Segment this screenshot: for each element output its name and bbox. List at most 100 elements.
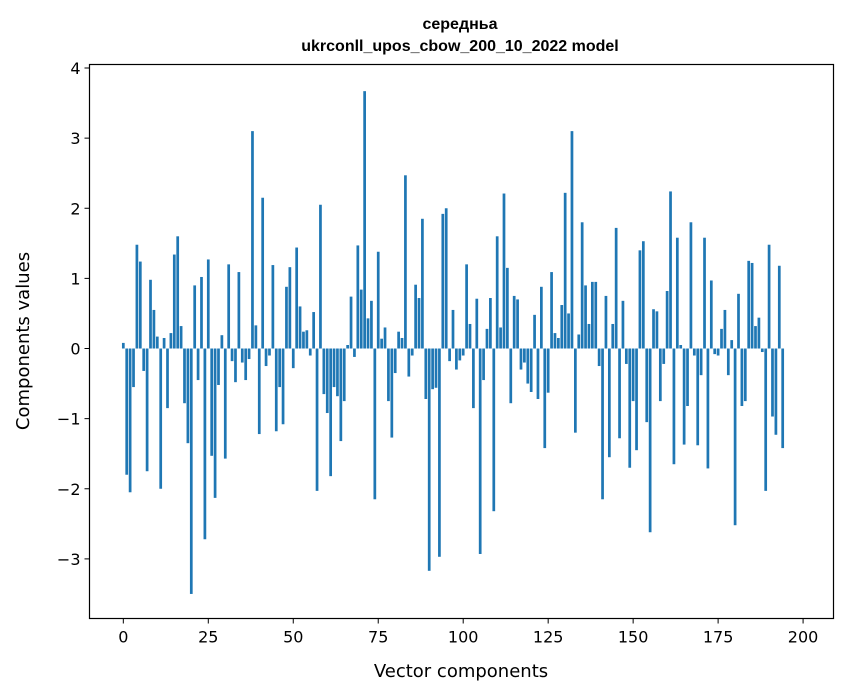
chart-title-line-2: ukrconll_upos_cbow_200_10_2022 model <box>301 38 618 55</box>
bar-102 <box>468 323 472 349</box>
bar-38 <box>251 131 254 349</box>
bar-34 <box>237 272 241 349</box>
bar-27 <box>213 348 217 498</box>
bar-156 <box>652 309 655 349</box>
bar-66 <box>346 345 349 349</box>
x-tick-label: 25 <box>198 628 218 647</box>
bar-160 <box>665 291 669 349</box>
bar-78 <box>387 348 390 402</box>
bar-192 <box>774 348 778 435</box>
bar-91 <box>431 348 434 390</box>
x-tick-label: 0 <box>118 628 128 647</box>
bar-84 <box>407 348 411 377</box>
bar-128 <box>557 337 560 349</box>
bar-80 <box>393 348 397 374</box>
bar-82 <box>400 337 404 349</box>
bar-72 <box>366 318 370 349</box>
bar-95 <box>444 208 448 349</box>
bar-191 <box>771 348 774 417</box>
bar-112 <box>502 193 506 349</box>
plot-area-frame <box>88 63 835 620</box>
bar-series <box>121 91 785 594</box>
y-tick-label: −2 <box>57 480 81 499</box>
x-tick-label: 200 <box>788 628 819 647</box>
bar-190 <box>767 244 771 349</box>
bar-169 <box>696 348 700 446</box>
bar-10 <box>155 336 159 349</box>
bar-137 <box>587 323 591 349</box>
bar-175 <box>716 348 720 356</box>
y-tick-label: 4 <box>70 59 80 78</box>
bar-166 <box>686 348 689 407</box>
bar-77 <box>383 327 387 349</box>
bar-145 <box>614 227 618 349</box>
bar-41 <box>261 197 265 349</box>
bar-11 <box>159 348 163 489</box>
bar-103 <box>472 348 475 409</box>
bar-68 <box>353 348 356 357</box>
bar-79 <box>390 348 394 438</box>
bar-176 <box>720 328 723 349</box>
bar-181 <box>737 293 740 349</box>
bar-126 <box>550 272 553 349</box>
bar-94 <box>441 213 445 349</box>
bar-19 <box>186 348 190 444</box>
bar-151 <box>635 348 638 451</box>
bar-71 <box>363 91 366 349</box>
bar-7 <box>145 348 149 472</box>
bar-154 <box>645 348 649 423</box>
bar-54 <box>305 330 309 349</box>
bar-43 <box>268 348 271 356</box>
bar-121 <box>533 314 536 349</box>
y-tick-label: 0 <box>70 340 80 359</box>
bar-16 <box>176 236 180 349</box>
bar-56 <box>312 312 316 349</box>
bar-185 <box>750 262 754 349</box>
bar-37 <box>247 348 251 360</box>
bar-39 <box>254 325 258 349</box>
bar-51 <box>295 247 299 349</box>
bar-182 <box>740 348 744 407</box>
bar-162 <box>672 348 676 465</box>
y-tick-label: 1 <box>70 269 80 288</box>
bar-86 <box>414 284 417 349</box>
bar-4 <box>135 244 139 349</box>
bar-144 <box>611 323 615 349</box>
bar-150 <box>631 348 635 402</box>
bar-139 <box>594 281 598 349</box>
bar-2 <box>128 348 132 493</box>
bar-129 <box>560 305 564 349</box>
bar-187 <box>757 317 761 349</box>
x-axis-label: Vector components <box>374 661 548 682</box>
bar-75 <box>376 251 380 349</box>
bar-73 <box>370 300 373 349</box>
bar-22 <box>196 348 200 381</box>
bar-159 <box>662 348 666 364</box>
bar-42 <box>264 348 268 367</box>
bar-113 <box>506 267 509 349</box>
bar-133 <box>574 348 577 433</box>
bar-33 <box>234 348 237 383</box>
bar-161 <box>669 191 672 349</box>
bar-81 <box>397 331 400 349</box>
bar-23 <box>200 276 203 349</box>
bar-30 <box>223 348 227 459</box>
y-tick-label: −3 <box>57 550 81 569</box>
bar-97 <box>451 309 455 349</box>
bar-193 <box>777 265 781 349</box>
bar-57 <box>315 348 319 491</box>
bar-76 <box>380 338 383 349</box>
bar-3 <box>132 348 135 388</box>
bar-67 <box>349 296 353 349</box>
bar-53 <box>302 331 305 349</box>
bar-49 <box>288 267 292 349</box>
bar-28 <box>217 348 220 385</box>
y-tick-label: 2 <box>70 199 80 218</box>
bar-158 <box>658 348 662 402</box>
bar-55 <box>308 348 312 356</box>
bar-29 <box>220 335 224 349</box>
chart-title-line-1: середньа <box>422 16 497 33</box>
bar-89 <box>424 348 428 399</box>
bar-63 <box>336 348 339 397</box>
